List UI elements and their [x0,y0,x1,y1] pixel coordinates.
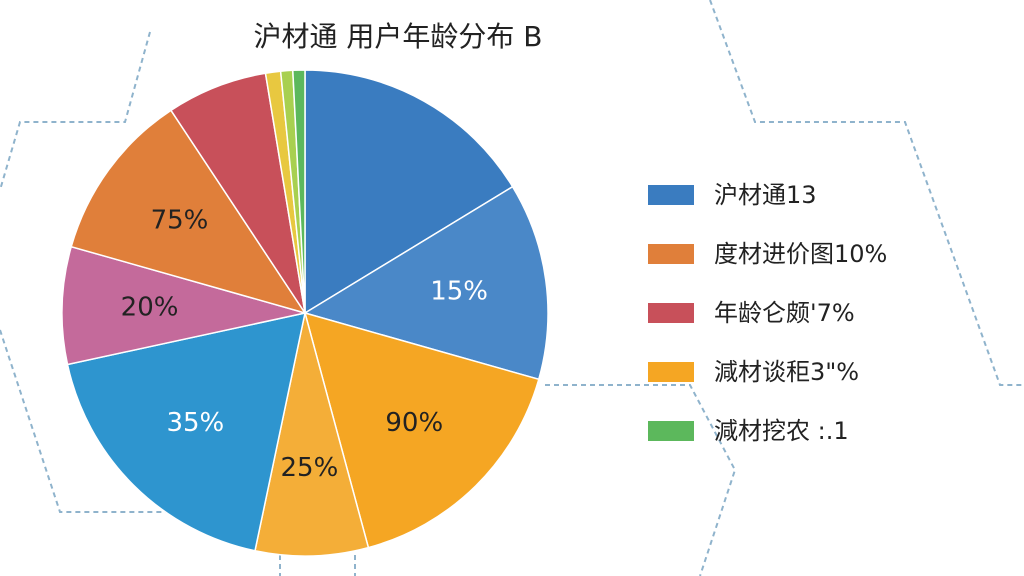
legend: 沪材通13 度材进价图10% 年龄仑颇'7% 減材谈秬3"% 減材挖农 :.1 [648,181,887,445]
pie-slice [303,185,549,381]
legend-label: 減材谈秬3"% [714,358,859,386]
legend-label: 年龄仑颇'7% [714,299,855,327]
chart-title: 沪材通 用户年龄分布 B [253,20,542,53]
pie-slice [303,311,540,549]
pie: 15% 90% 25% 35% 20% 75% [61,69,549,557]
slice-label: 75% [151,206,209,236]
legend-swatch [648,362,694,382]
legend-swatch [648,421,694,441]
slice-label: 35% [166,408,224,438]
pie-slice [66,312,306,552]
slice-label: 15% [430,277,488,307]
slice-label: 25% [280,453,338,483]
slice-label: 90% [385,408,443,438]
legend-label: 度材进价图10% [714,240,887,268]
legend-swatch [648,185,694,205]
legend-swatch [648,244,694,264]
pie-slice [61,245,306,366]
pie-slice [304,69,514,315]
pie-slice [70,109,307,315]
slice-label: 20% [121,293,179,323]
pie-slice [292,69,306,314]
legend-swatch [648,303,694,323]
legend-label: 沪材通13 [714,181,817,209]
legend-label: 減材挖农 :.1 [714,417,849,445]
pie-slice [254,312,370,557]
